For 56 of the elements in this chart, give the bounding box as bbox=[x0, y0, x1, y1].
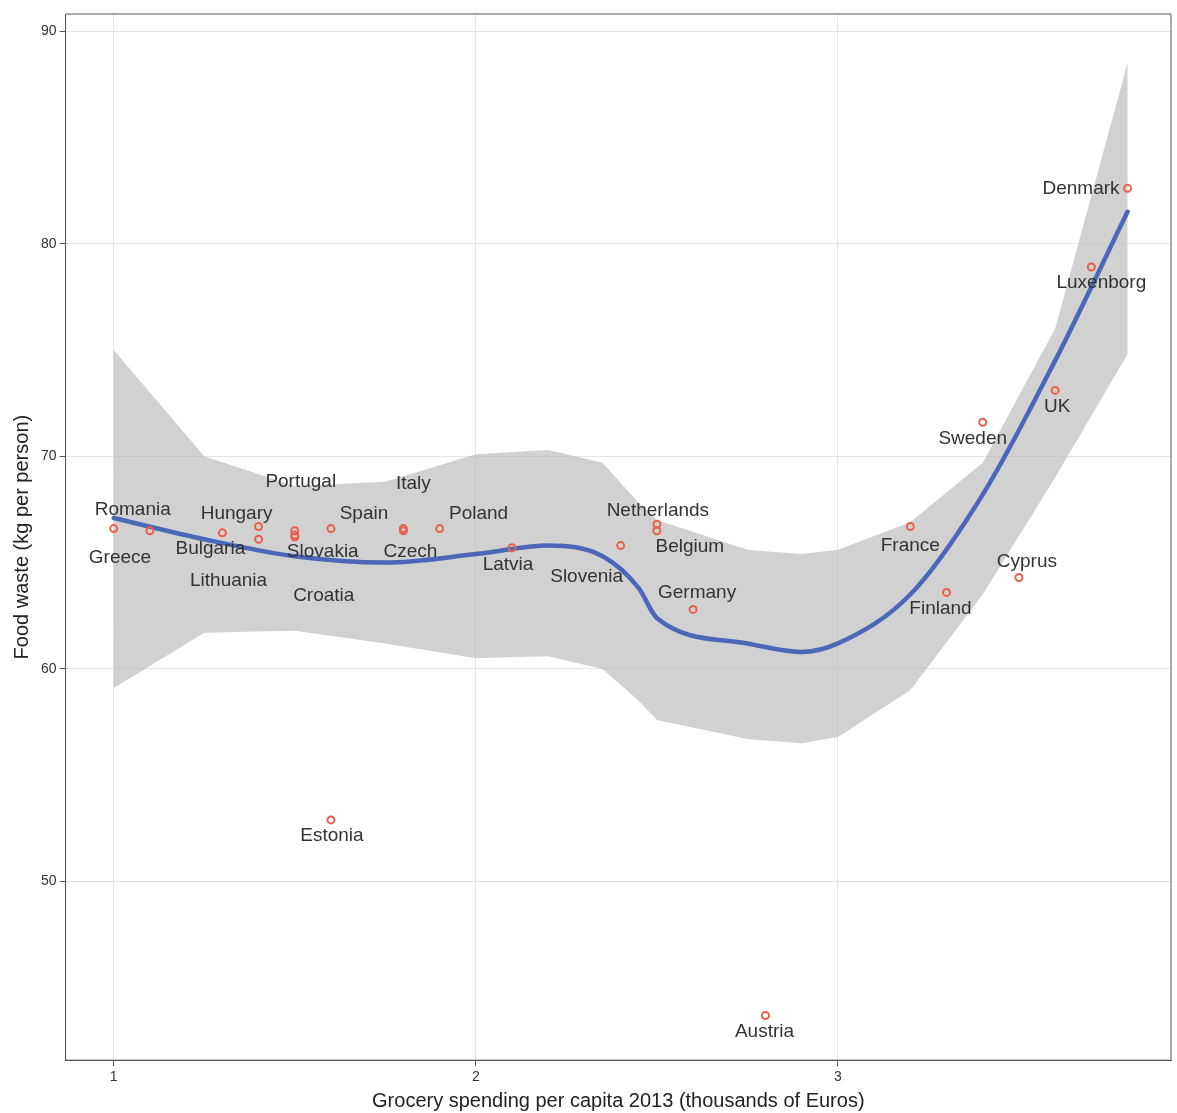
point bbox=[616, 541, 626, 551]
y-tick-label: 70 bbox=[40, 447, 57, 464]
point bbox=[217, 528, 227, 538]
point bbox=[435, 524, 445, 534]
annotation: Italy bbox=[395, 471, 432, 493]
annotation: Bulgaria bbox=[175, 537, 246, 559]
annotation: Greece bbox=[88, 545, 152, 567]
annotation: Germany bbox=[657, 580, 737, 602]
annotation: Lithuania bbox=[190, 569, 268, 591]
point bbox=[290, 526, 300, 536]
annotation: Slovenia bbox=[550, 564, 624, 586]
y-tick-label: 90 bbox=[40, 21, 57, 38]
x-axis-title: Grocery spending per capita 2013 (thousands of Euros) bbox=[372, 1088, 865, 1111]
annotation: Denmark bbox=[1042, 176, 1121, 198]
annotation: Estonia bbox=[300, 824, 365, 846]
annotation: Portugal bbox=[265, 469, 337, 491]
point bbox=[688, 604, 698, 614]
point bbox=[652, 519, 662, 529]
annotation: Slovakia bbox=[286, 540, 360, 562]
point bbox=[942, 587, 952, 597]
annotation: France bbox=[880, 533, 940, 555]
annotation: Romania bbox=[94, 497, 172, 519]
annotation: Latvia bbox=[482, 552, 534, 574]
point bbox=[326, 815, 336, 825]
point bbox=[1086, 262, 1096, 272]
annotation: Sweden bbox=[938, 426, 1008, 448]
annotation: Hungary bbox=[200, 501, 273, 523]
point bbox=[109, 524, 119, 534]
annotation: Austria bbox=[734, 1019, 795, 1041]
annotation: Czech bbox=[383, 539, 438, 561]
point bbox=[145, 526, 155, 536]
point bbox=[652, 526, 662, 536]
x-tick-label: 3 bbox=[833, 1068, 842, 1085]
y-axis-title: Food waste (kg per person) bbox=[9, 414, 32, 660]
x-tick-label: 1 bbox=[109, 1068, 118, 1085]
point bbox=[905, 521, 915, 531]
y-tick-label: 60 bbox=[40, 659, 57, 676]
point bbox=[1050, 385, 1060, 395]
point bbox=[1014, 573, 1024, 582]
point bbox=[326, 524, 336, 534]
point bbox=[254, 534, 264, 544]
y-tick-label: 50 bbox=[40, 872, 57, 889]
annotation: Poland bbox=[449, 501, 509, 523]
annotation: Netherlands bbox=[606, 498, 710, 520]
annotation: Cyprus bbox=[996, 549, 1058, 571]
x-tick-label: 2 bbox=[471, 1068, 480, 1085]
annotation: Croatia bbox=[293, 584, 355, 606]
annotation: Belgium bbox=[655, 534, 725, 556]
y-tick-label: 80 bbox=[40, 234, 57, 251]
point bbox=[507, 543, 517, 553]
annotation: Finland bbox=[909, 596, 972, 618]
annotation: Spain bbox=[339, 501, 389, 523]
point bbox=[760, 1011, 770, 1021]
point bbox=[978, 417, 988, 427]
point bbox=[1123, 183, 1133, 193]
annotation: UK bbox=[1043, 394, 1071, 416]
